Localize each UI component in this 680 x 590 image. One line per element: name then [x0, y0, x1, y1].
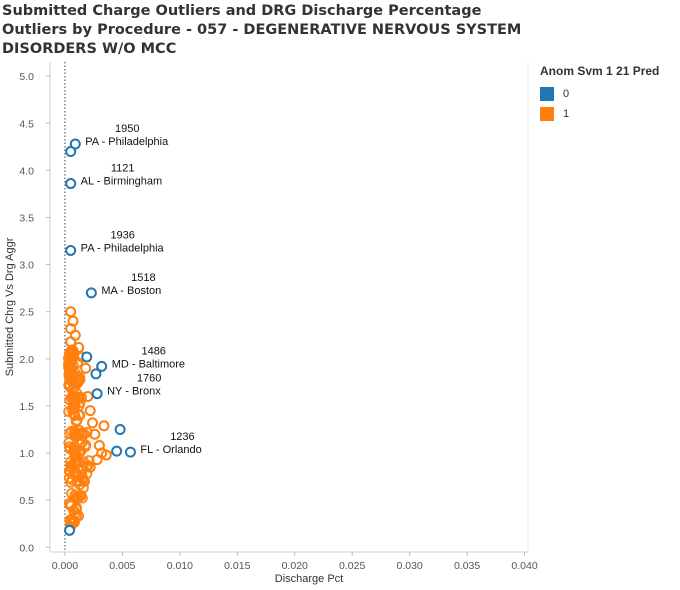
point-series-0	[114, 424, 126, 435]
annotation-label: MA - Boston	[101, 285, 161, 297]
point-series-1	[65, 456, 77, 468]
point-series-1	[66, 513, 78, 525]
point-series-1	[67, 408, 79, 420]
annotation-id: 1936	[110, 229, 134, 241]
point-series-1	[67, 360, 79, 372]
point-series-1	[78, 456, 90, 468]
y-tick-label: 1.5	[19, 401, 34, 413]
point-series-1	[84, 405, 96, 417]
annotation-label: FL - Orlando	[140, 444, 201, 456]
y-tick-label: 2.0	[19, 354, 34, 366]
x-tick-label: 0.035	[454, 560, 480, 572]
x-tick-label: 0.030	[397, 560, 423, 572]
x-tick-label: 0.040	[511, 560, 537, 572]
annotation-id: 1486	[141, 345, 165, 357]
point-series-1	[74, 397, 86, 409]
point-series-1	[75, 392, 87, 404]
y-tick-label: 3.0	[19, 260, 34, 272]
point-series-0	[81, 351, 93, 363]
y-tick-label: 4.0	[19, 165, 34, 177]
point-series-1	[89, 428, 101, 440]
point-series-0	[65, 146, 77, 158]
point-series-1	[70, 502, 82, 514]
legend: Anom Svm 1 21 Pred 0 1	[540, 64, 659, 124]
point-series-0	[111, 445, 123, 457]
annotation-id: 1518	[131, 272, 155, 284]
x-tick-label: 0.005	[109, 560, 135, 572]
annotation-label: MD - Baltimore	[112, 358, 185, 370]
point-series-0	[90, 368, 102, 380]
point-series-1	[65, 367, 77, 379]
legend-label-0: 0	[563, 88, 570, 100]
point-series-1	[63, 369, 75, 381]
point-series-1	[100, 449, 112, 461]
legend-item-0[interactable]: 0	[540, 84, 659, 104]
annotation-id: 1121	[111, 163, 135, 175]
point-series-1	[65, 306, 77, 318]
point-series-0	[65, 244, 77, 256]
point-series-0	[64, 524, 76, 536]
annotation-label: PA - Philadelphia	[85, 136, 169, 148]
point-series-1	[75, 489, 87, 501]
point-series-1	[84, 461, 96, 473]
point-series-1	[73, 342, 85, 354]
legend-title: Anom Svm 1 21 Pred	[540, 64, 660, 78]
point-series-1	[65, 336, 77, 348]
x-tick-label: 0.020	[282, 560, 308, 572]
x-tick-label: 0.025	[339, 560, 365, 572]
point-series-1	[82, 391, 94, 403]
point-series-1	[73, 476, 85, 488]
y-axis-title: Submitted Chrg Vs Drg Aggr	[4, 237, 16, 376]
point-series-0	[85, 287, 97, 299]
point-series-0	[124, 446, 136, 458]
point-series-1	[80, 362, 92, 374]
point-series-1	[87, 417, 99, 429]
point-series-1	[76, 436, 88, 448]
y-tick-label: 5.0	[19, 71, 34, 83]
x-tick-label: 0.010	[167, 560, 193, 572]
point-series-1	[73, 409, 85, 421]
y-tick-label: 0.5	[19, 495, 34, 507]
y-tick-label: 3.5	[19, 212, 34, 224]
point-series-1	[66, 474, 78, 486]
legend-swatch-0	[540, 87, 554, 101]
legend-swatch-1	[540, 107, 554, 121]
point-series-1	[74, 374, 86, 386]
y-tick-label: 4.5	[19, 118, 34, 130]
point-series-1	[80, 439, 92, 451]
point-series-1	[69, 445, 81, 457]
point-series-1	[98, 420, 110, 432]
chart-title: Submitted Charge Outliers and DRG Discha…	[2, 3, 522, 57]
y-tick-label: 2.5	[19, 307, 34, 319]
point-series-0	[96, 360, 108, 372]
annotation-id: 1236	[170, 431, 194, 443]
legend-label-1: 1	[563, 108, 570, 120]
annotation-id: 1950	[115, 123, 139, 135]
x-axis-title: Discharge Pct	[275, 573, 343, 585]
point-series-1	[65, 460, 77, 472]
point-series-1	[77, 428, 89, 440]
point-series-0	[65, 178, 77, 190]
point-series-1	[91, 454, 103, 466]
annotation-label: NY - Bronx	[107, 386, 161, 398]
x-tick-label: 0.000	[52, 560, 78, 572]
point-series-1	[63, 437, 75, 449]
x-tick-label: 0.015	[224, 560, 250, 572]
annotation-id: 1760	[137, 373, 161, 385]
y-tick-label: 1.0	[19, 448, 34, 460]
point-series-1	[64, 349, 76, 361]
point-series-0	[91, 388, 103, 400]
annotation-label: PA - Philadelphia	[81, 242, 165, 254]
point-series-0	[69, 138, 81, 150]
point-series-1	[68, 382, 80, 394]
legend-item-1[interactable]: 1	[540, 104, 659, 124]
annotation-label: AL - Birmingham	[81, 176, 163, 188]
point-series-1	[78, 475, 90, 487]
y-tick-label: 0.0	[19, 542, 34, 554]
